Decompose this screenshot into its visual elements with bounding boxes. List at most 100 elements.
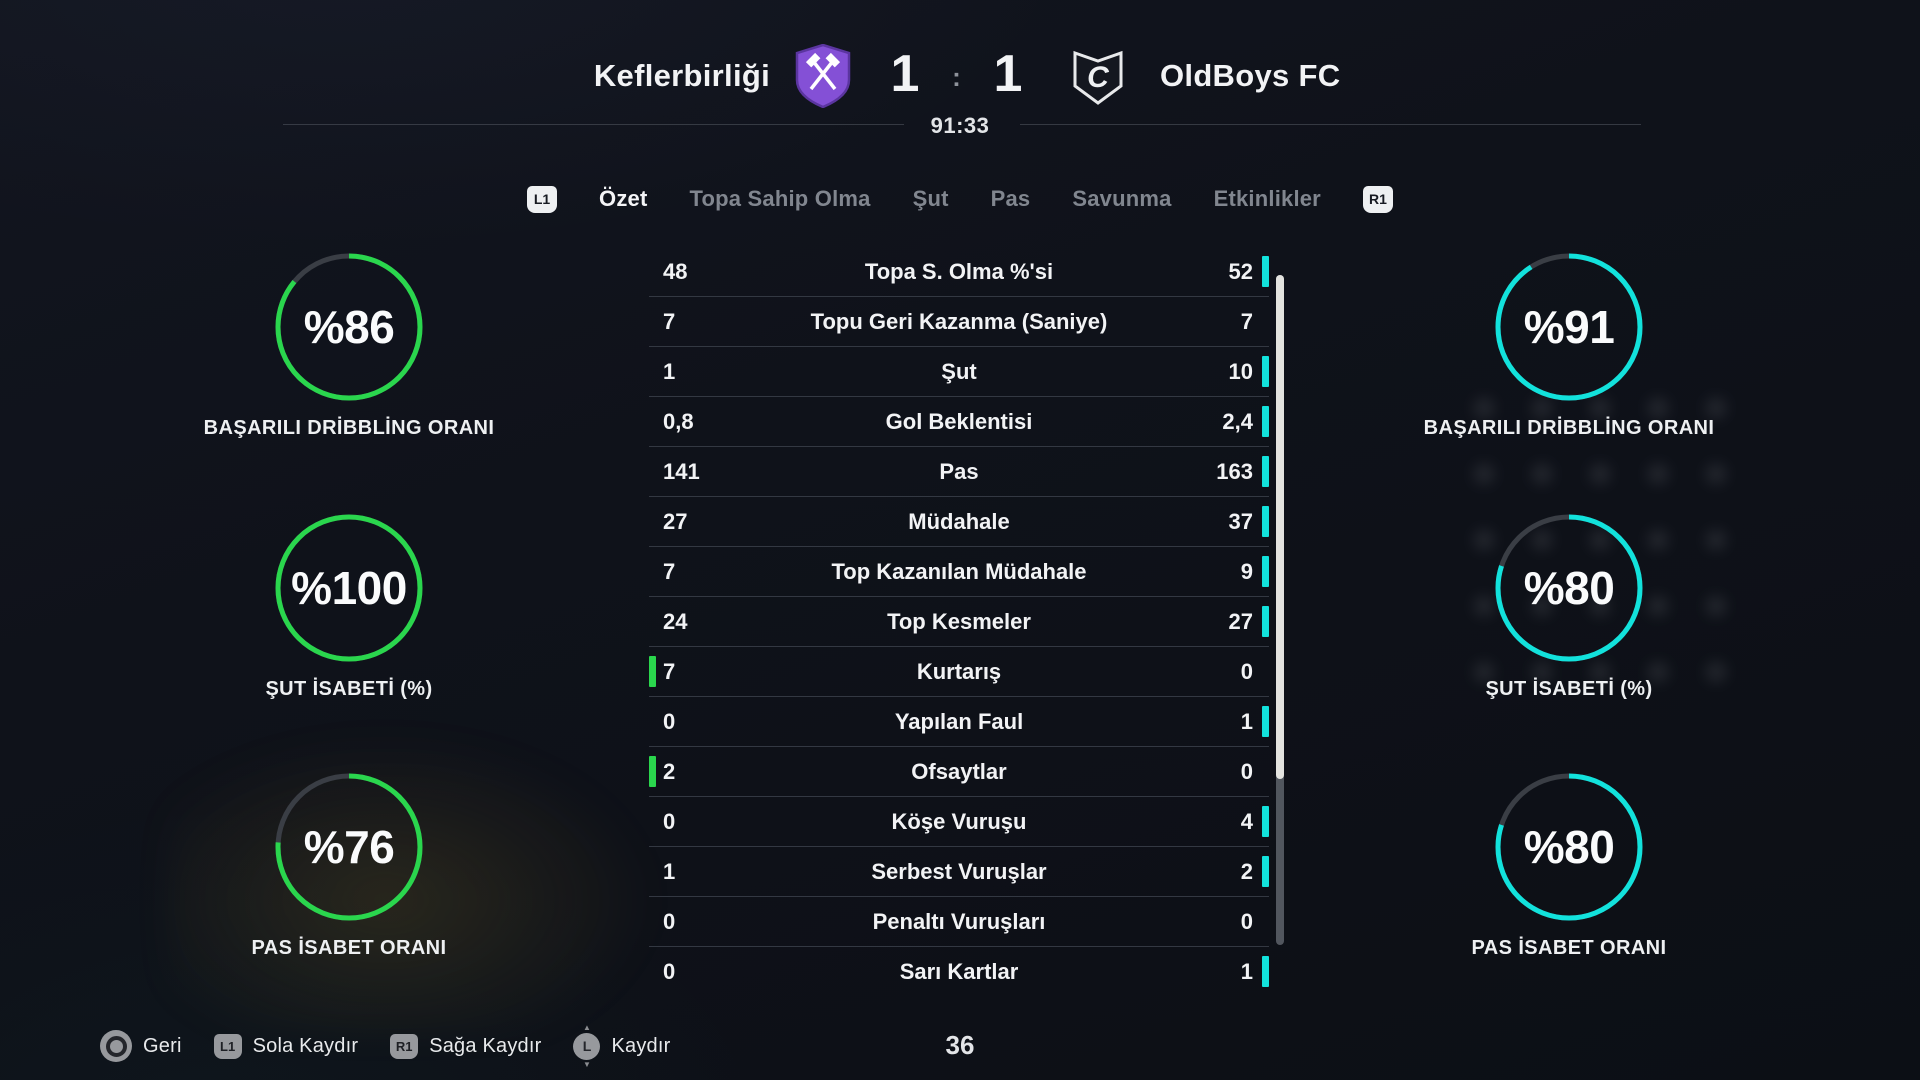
home-stat-value: 0 <box>663 908 676 934</box>
stat-row-ofsaytlar: 2 Ofsaytlar 0 <box>649 746 1269 796</box>
away-stat-value: 0 <box>1240 908 1253 934</box>
away-stat-value: 9 <box>1240 558 1253 584</box>
r1-button-icon[interactable]: R1 <box>390 1033 419 1059</box>
home-stat-value: 7 <box>663 658 676 684</box>
tab-savunma[interactable]: Savunma <box>1072 186 1172 211</box>
away-stat-value: 7 <box>1240 308 1253 334</box>
gauge-label: BAŞARILI DRİBBLİNG ORANI <box>1423 417 1715 439</box>
stick-up-arrow-icon: ▲ <box>583 1022 591 1032</box>
home-stat-value: 7 <box>663 558 676 584</box>
stat-label: Penaltı Vuruşları <box>872 908 1046 934</box>
stat-label: Köşe Vuruşu <box>891 808 1027 834</box>
stat-row-pas: 141 Pas 163 <box>649 446 1269 496</box>
stat-row-topa-s-olma-si: 48 Topa S. Olma %'si 52 <box>649 247 1269 296</box>
away-stat-value: 0 <box>1240 758 1253 784</box>
away-leader-marker <box>1262 356 1269 387</box>
gauge-ring <box>1495 773 1643 921</box>
gauge-value: %76 <box>303 821 395 873</box>
gauge-ring <box>1495 253 1643 401</box>
away-stat-value: 0 <box>1240 658 1253 684</box>
home-leader-marker <box>649 756 656 787</box>
gauge-value: %100 <box>291 562 407 614</box>
stat-row-müdahale: 27 Müdahale 37 <box>649 496 1269 546</box>
stat-label: Pas <box>939 458 979 484</box>
away-crest-letter: C <box>1087 61 1110 94</box>
score-separator: : <box>952 62 961 92</box>
hint-sola-kaydır: L1 Sola Kaydır <box>213 1033 359 1059</box>
away-score: 1 <box>993 45 1023 103</box>
right-gauge-şut-i-sabeti: %80 ŞUT İSABETİ (%) <box>1399 512 1739 701</box>
tab-şut[interactable]: Şut <box>912 186 949 211</box>
tab-özet[interactable]: Özet <box>599 186 648 211</box>
hint-label: Kaydır <box>611 1034 671 1057</box>
home-stat-value: 27 <box>663 508 688 534</box>
tab-pas[interactable]: Pas <box>990 186 1031 211</box>
stat-row-penaltı-vuruşları: 0 Penaltı Vuruşları 0 <box>649 896 1269 946</box>
tab-topa-sahip-olma[interactable]: Topa Sahip Olma <box>689 186 871 211</box>
stat-row-gol-beklentisi: 0,8 Gol Beklentisi 2,4 <box>649 396 1269 446</box>
hint-label: Sola Kaydır <box>252 1034 359 1057</box>
stick-down-arrow-icon: ▼ <box>583 1059 591 1069</box>
stat-row-serbest-vuruşlar: 1 Serbest Vuruşlar 2 <box>649 846 1269 896</box>
gauge-value: %86 <box>303 301 395 353</box>
home-stat-value: 0 <box>663 708 676 734</box>
away-leader-marker <box>1262 406 1269 437</box>
away-leader-marker <box>1262 506 1269 537</box>
home-stat-value: 141 <box>663 458 700 484</box>
hint-label: Sağa Kaydır <box>429 1034 542 1057</box>
l1-button-icon[interactable]: L1 <box>213 1033 242 1059</box>
away-team-crest-icon: C <box>1071 48 1125 111</box>
stat-label: Kurtarış <box>916 658 1002 684</box>
stat-row-kurtarış: 7 Kurtarış 0 <box>649 646 1269 696</box>
stat-row-top-kazanılan-müdahale: 7 Top Kazanılan Müdahale 9 <box>649 546 1269 596</box>
home-stat-value: 7 <box>663 308 676 334</box>
left-stick-button[interactable]: L <box>573 1032 601 1060</box>
away-leader-marker <box>1262 606 1269 637</box>
gauge-label: PAS İSABET ORANI <box>1471 937 1667 959</box>
match-time: 91:33 <box>930 113 990 138</box>
stat-label: Serbest Vuruşlar <box>871 858 1047 884</box>
home-stat-value: 2 <box>663 758 676 784</box>
stat-label: Top Kesmeler <box>887 608 1031 634</box>
stat-label: Ofsaytlar <box>911 758 1007 784</box>
home-stat-value: 24 <box>663 608 688 634</box>
stat-label: Topu Geri Kazanma (Saniye) <box>810 308 1108 334</box>
away-leader-marker <box>1262 256 1269 287</box>
stat-row-topu-geri-kazanma-saniye: 7 Topu Geri Kazanma (Saniye) 7 <box>649 296 1269 346</box>
home-stat-value: 0 <box>663 958 676 984</box>
home-score: 1 <box>890 45 920 103</box>
gauge-ring <box>275 514 423 662</box>
stats-scrollbar-track[interactable] <box>1276 275 1284 945</box>
away-stat-value: 37 <box>1228 508 1253 534</box>
stat-label: Müdahale <box>908 508 1010 534</box>
away-stat-value: 163 <box>1216 458 1253 484</box>
header-divider <box>1020 124 1641 125</box>
away-leader-marker <box>1262 706 1269 737</box>
l1-bumper-icon[interactable]: L1 <box>527 185 558 213</box>
left-stick-icon[interactable]: ▲ L ▼ <box>573 1022 601 1069</box>
gauge-value: %80 <box>1523 562 1615 614</box>
stat-row-top-kesmeler: 24 Top Kesmeler 27 <box>649 596 1269 646</box>
stat-row-şut: 1 Şut 10 <box>649 346 1269 396</box>
away-stat-value: 52 <box>1228 258 1253 284</box>
right-gauge-başarili-dri-bbli-ng-orani: %91 BAŞARILI DRİBBLİNG ORANI <box>1399 251 1739 440</box>
gauge-ring <box>1495 514 1643 662</box>
away-leader-marker <box>1262 456 1269 487</box>
circle-button-icon[interactable] <box>100 1030 132 1062</box>
away-stat-value: 1 <box>1240 958 1253 984</box>
left-gauge-başarili-dri-bbli-ng-orani: %86 BAŞARILI DRİBBLİNG ORANI <box>179 251 519 440</box>
gauge-label: ŞUT İSABETİ (%) <box>1485 678 1653 700</box>
away-leader-marker <box>1262 806 1269 837</box>
away-stat-value: 4 <box>1240 808 1253 834</box>
away-leader-marker <box>1262 856 1269 887</box>
gauge-label: BAŞARILI DRİBBLİNG ORANI <box>203 417 495 439</box>
r1-bumper-icon[interactable]: R1 <box>1362 185 1393 213</box>
tab-etkinlikler[interactable]: Etkinlikler <box>1213 186 1321 211</box>
tabs: L1 Özet Topa Sahip Olma Şut Pas Savunma Etkin… <box>0 180 1920 218</box>
home-team-name: Keflerbirliği <box>593 58 770 93</box>
away-stat-value: 1 <box>1240 708 1253 734</box>
stats-scrollbar-thumb[interactable] <box>1276 275 1284 779</box>
stat-row-sarı-kartlar: 0 Sarı Kartlar 1 <box>649 946 1269 996</box>
hint-sağa-kaydır: R1 Sağa Kaydır <box>390 1033 542 1059</box>
home-stat-value: 1 <box>663 358 676 384</box>
